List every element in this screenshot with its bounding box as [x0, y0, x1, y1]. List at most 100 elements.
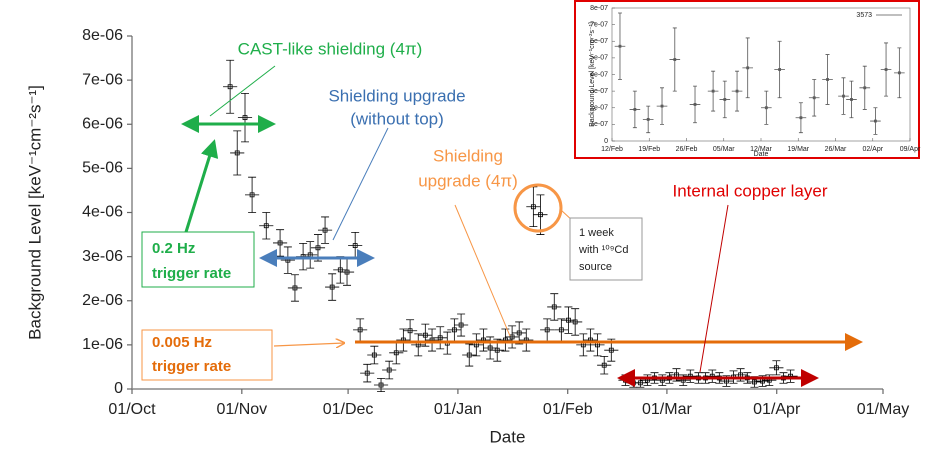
y-tick-label: 6e-06 — [82, 115, 123, 132]
data-point — [509, 334, 515, 340]
error-bar — [317, 216, 333, 244]
x-tick-label: 19/Mar — [787, 146, 809, 153]
pointer-line — [454, 204, 511, 337]
error-bar — [719, 80, 731, 119]
error-bar — [590, 333, 605, 357]
error-bar — [230, 130, 245, 176]
error-bar — [568, 308, 583, 336]
error-bar — [348, 231, 363, 260]
inset-frame — [574, 0, 920, 159]
error-bar — [533, 194, 548, 235]
x-tick-label: 01/Oct — [108, 401, 156, 418]
error-bar — [642, 105, 654, 134]
x-tick-label: 01/Feb — [543, 401, 593, 418]
error-bar — [629, 90, 641, 129]
data-point — [407, 328, 413, 334]
error-bar — [707, 70, 719, 112]
error-bar — [339, 258, 355, 286]
data-point — [826, 78, 829, 81]
annotations: CAST-like shielding (4π) Shielding upgrad… — [152, 39, 828, 374]
data-point — [364, 370, 370, 376]
error-bar — [894, 47, 905, 99]
error-bar — [769, 360, 784, 376]
data-point — [723, 98, 727, 101]
y-tick-label: 5e-06 — [82, 160, 123, 177]
data-point — [329, 284, 335, 290]
error-bar — [287, 274, 303, 302]
y-axis-title: Background Level [keV⁻¹cm⁻²s⁻¹] — [25, 85, 44, 340]
annotation: Internal copper layer — [673, 181, 828, 200]
error-bar — [402, 319, 418, 343]
y-tick-label: 6e-07 — [590, 38, 608, 45]
data-point — [618, 44, 622, 48]
legend-label: 3573 — [856, 12, 872, 19]
annotation: source — [579, 261, 612, 273]
error-bar — [859, 65, 871, 110]
error-bar — [454, 313, 469, 337]
error-bar — [433, 326, 448, 350]
data-point — [263, 223, 269, 229]
data-point — [646, 117, 650, 121]
data-point — [874, 119, 877, 123]
error-bar — [490, 338, 505, 362]
error-bar — [783, 369, 798, 383]
error-bar — [237, 92, 253, 143]
error-bar — [418, 323, 433, 347]
error-bar — [870, 107, 881, 135]
x-tick-label: 01/Apr — [753, 401, 801, 418]
data-point — [601, 362, 607, 368]
y-tick-label: 0 — [604, 138, 608, 145]
x-axis-title: Date — [490, 427, 526, 446]
error-bar — [762, 374, 777, 386]
error-bar — [822, 54, 833, 105]
error-bar — [259, 212, 274, 240]
error-bar — [280, 246, 295, 274]
x-tick-label: 26/Feb — [676, 146, 698, 153]
data-point — [897, 71, 901, 75]
data-point — [538, 212, 543, 218]
annotation: (without top) — [350, 109, 444, 128]
annotation: CAST-like shielding (4π) — [238, 39, 423, 58]
data-point — [292, 285, 298, 291]
error-bar — [554, 318, 569, 342]
data-point — [494, 347, 500, 353]
data-point — [357, 327, 363, 333]
annotation: Shielding upgrade — [328, 86, 465, 105]
data-point — [572, 319, 578, 325]
error-bar — [604, 338, 619, 362]
y-tick-label: 2e-06 — [82, 292, 123, 309]
data-point — [812, 96, 816, 100]
x-tick-label: 26/Mar — [825, 146, 847, 153]
x-tick-label: 12/Mar — [750, 146, 772, 153]
error-bar — [846, 80, 857, 119]
error-bar — [774, 40, 785, 99]
error-bar — [731, 70, 743, 112]
error-bar — [367, 345, 382, 365]
data-point — [633, 108, 637, 111]
data-point — [393, 350, 399, 356]
inset-plot: 0 1e-07 2e-07 3e-07 4e-07 5e-07 6e-07 7e-07 8e-0… — [589, 5, 921, 158]
main-plot: 0 1e-06 2e-06 3e-06 4e-06 5e-06 6e-06 7e-06 8e-0… — [25, 27, 909, 446]
error-bar — [303, 241, 318, 269]
note-box — [141, 231, 255, 288]
error-bar — [483, 336, 498, 360]
error-bar — [540, 318, 555, 342]
data-point — [227, 84, 233, 90]
pointer-line — [699, 204, 729, 373]
data-point — [842, 94, 845, 98]
data-point — [799, 116, 803, 120]
highlight-circle — [513, 183, 563, 233]
data-point — [378, 382, 384, 388]
y-tick-label: 8e-06 — [82, 27, 123, 44]
x-tick-label: 01/Dec — [323, 401, 374, 418]
data-point — [551, 304, 557, 310]
annotation: trigger rate — [152, 265, 231, 282]
annotation: 0.005 Hz — [152, 334, 212, 351]
error-bar — [469, 333, 484, 357]
annotation: upgrade (4π) — [418, 171, 518, 190]
error-bar — [669, 27, 681, 92]
error-bar — [353, 318, 368, 342]
x-tick-label: 01/Nov — [216, 401, 267, 418]
